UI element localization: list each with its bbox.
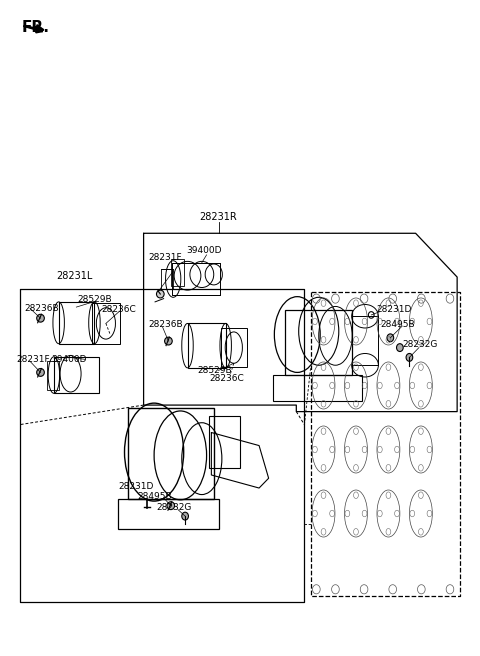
Bar [128, 407, 214, 499]
Text: 28231D: 28231D [376, 305, 411, 314]
Text: 28236B: 28236B [24, 304, 59, 313]
Text: 28232G: 28232G [402, 340, 438, 349]
Text: FR.: FR. [22, 20, 49, 35]
Ellipse shape [36, 369, 44, 377]
Text: 28495B: 28495B [381, 319, 415, 329]
Bar [59, 302, 95, 344]
Bar [188, 323, 226, 368]
Ellipse shape [182, 512, 189, 520]
Ellipse shape [165, 337, 172, 345]
Bar [47, 361, 59, 390]
Bar [274, 375, 362, 401]
Text: 28495B: 28495B [137, 492, 172, 501]
Text: 28236C: 28236C [102, 305, 136, 314]
Text: 28236B: 28236B [148, 319, 183, 329]
Bar [352, 316, 378, 365]
Bar [221, 328, 247, 367]
Text: 28231F: 28231F [148, 253, 182, 262]
Text: 39400D: 39400D [51, 355, 87, 364]
Bar [209, 416, 240, 468]
Bar [92, 303, 120, 344]
Text: 28231F: 28231F [17, 355, 50, 364]
Bar [285, 310, 352, 375]
Text: 28529B: 28529B [197, 366, 232, 375]
Bar [172, 262, 220, 295]
Text: 28529B: 28529B [78, 295, 112, 304]
Text: 28231R: 28231R [200, 212, 238, 222]
Text: 28232G: 28232G [156, 503, 192, 512]
Ellipse shape [396, 344, 403, 352]
Ellipse shape [167, 502, 175, 510]
Ellipse shape [36, 314, 44, 322]
Text: 28231D: 28231D [118, 482, 154, 491]
Text: 28236C: 28236C [209, 375, 244, 384]
Bar [161, 269, 173, 289]
Bar [54, 358, 99, 394]
Bar [171, 259, 184, 285]
Text: 39400D: 39400D [187, 246, 222, 255]
Text: 28231L: 28231L [56, 271, 93, 281]
Bar [118, 499, 218, 529]
Ellipse shape [156, 290, 164, 298]
Ellipse shape [387, 334, 394, 342]
Ellipse shape [406, 354, 413, 361]
